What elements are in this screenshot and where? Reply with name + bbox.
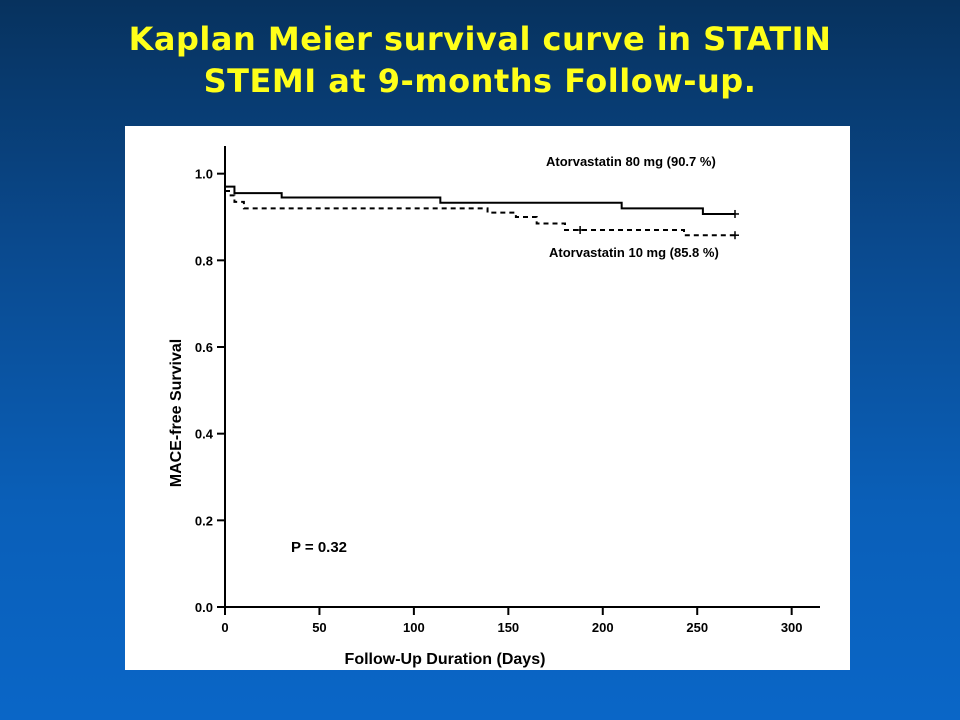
y-tick-label: 0.8 [195, 253, 213, 268]
censor-mark [576, 226, 585, 234]
censor-mark [731, 209, 739, 218]
y-tick-label: 0.2 [195, 513, 213, 528]
p-value-label: P = 0.32 [291, 539, 347, 556]
series-line-2 [225, 190, 735, 237]
slide-title-line-2: STEMI at 9-months Follow-up. [203, 62, 757, 100]
x-ticks: 0 50 100 150 200 250 300 [221, 607, 803, 635]
y-axis-label: MACE-free Survival [168, 339, 185, 488]
x-tick-label: 150 [497, 620, 519, 635]
y-tick-label: 1.0 [195, 167, 213, 182]
x-tick-label: 250 [686, 620, 708, 635]
x-tick-label: 50 [312, 620, 326, 635]
x-tick-label: 300 [781, 620, 803, 635]
series-1-annotation: Atorvastatin 80 mg (90.7 %) [546, 154, 716, 169]
slide-title-line-1: Kaplan Meier survival curve in STATIN [128, 20, 832, 58]
series-line-1 [225, 185, 735, 215]
x-axis-label: Follow-Up Duration (Days) [345, 651, 546, 668]
censor-mark [731, 231, 739, 240]
kaplan-meier-chart: 0 50 100 150 200 250 300 0.0 0.2 0.4 0.6 0.8 1.0 Fo… [168, 146, 820, 668]
y-tick-label: 0.4 [195, 427, 214, 442]
series-2-annotation: Atorvastatin 10 mg (85.8 %) [549, 245, 719, 260]
chart-panel: 0 50 100 150 200 250 300 0.0 0.2 0.4 0.6 0.8 1.0 Fo… [125, 126, 850, 670]
y-tick-label: 0.0 [195, 600, 213, 615]
x-tick-label: 0 [221, 620, 228, 635]
series-group [225, 185, 739, 240]
y-ticks: 0.0 0.2 0.4 0.6 0.8 1.0 [195, 167, 225, 615]
axes [224, 146, 820, 608]
y-tick-label: 0.6 [195, 340, 213, 355]
x-tick-label: 200 [592, 620, 614, 635]
x-tick-label: 100 [403, 620, 425, 635]
slide-title: Kaplan Meier survival curve in STATIN ST… [0, 18, 960, 102]
